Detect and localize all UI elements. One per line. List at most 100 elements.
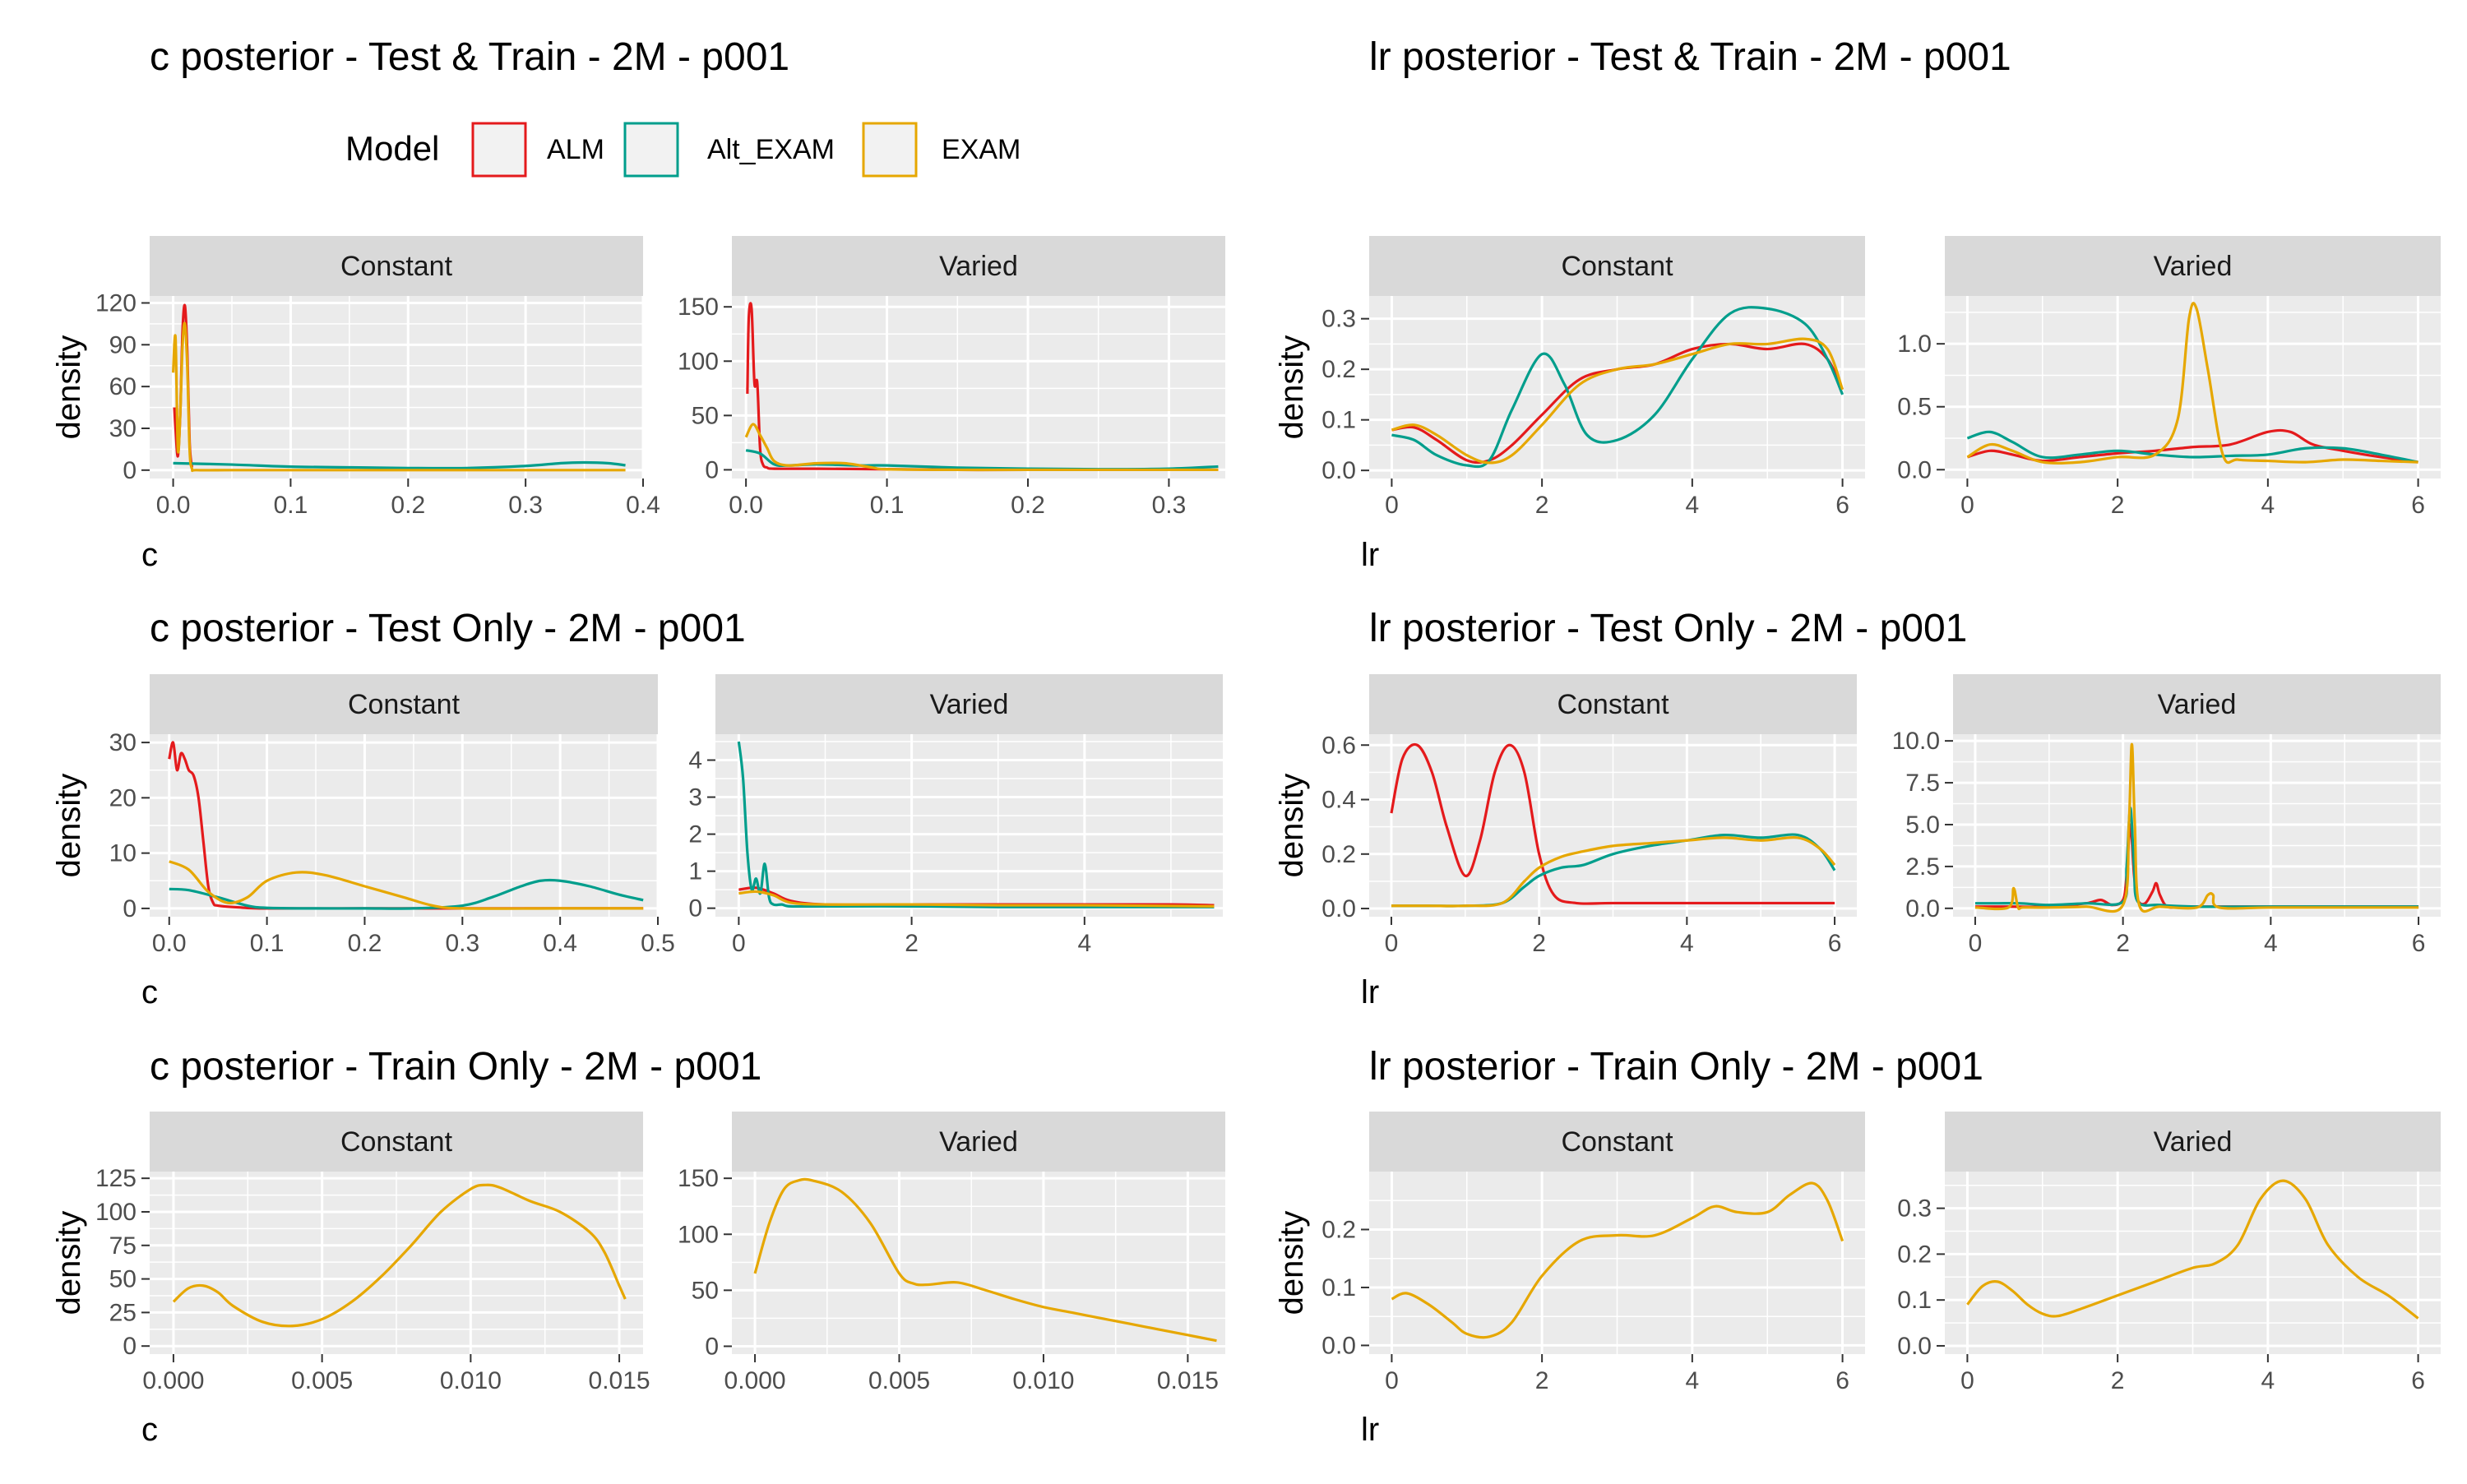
minor-grid [732, 1172, 1225, 1354]
x-tick-label: 0.000 [724, 1367, 786, 1394]
x-tick-label: 0.0 [729, 492, 763, 519]
x-tick-label: 2 [2116, 930, 2130, 957]
x-tick-label: 0 [1960, 1367, 1974, 1394]
chart-title: c posterior - Test Only - 2M - p001 [150, 607, 746, 650]
panel-varied: Varied 0 2 4 6 0.0 2.5 5.0 7.5 10.0 [1892, 674, 2441, 957]
y-tick-label: 0.2 [1897, 1241, 1932, 1268]
y-tick-label: 25 [109, 1299, 137, 1326]
series-line-alt-exam [173, 460, 626, 470]
chart-6: lr posterior - Train Only - 2M - p001 den… [1274, 1045, 2441, 1448]
chart-1: c posterior - Test & Train - 2M - p001 de… [51, 35, 1225, 573]
series-line-alm [1390, 743, 1835, 905]
y-tick-label: 0.0 [1905, 895, 1940, 922]
y-tick-label: 50 [692, 1277, 719, 1304]
series-line-exam [753, 1177, 1217, 1343]
y-tick-label: 0.1 [1321, 1274, 1356, 1301]
x-tick-label: 0.5 [641, 930, 675, 957]
y-tick-label: 10.0 [1892, 728, 1940, 755]
x-tick-label: 0 [1960, 492, 1974, 519]
y-tick-label: 150 [678, 1165, 719, 1192]
x-tick-label: 0 [1385, 1367, 1399, 1394]
x-tick-label: 4 [2261, 492, 2275, 519]
y-tick-label: 1 [688, 858, 702, 885]
x-tick-label: 0.2 [391, 492, 425, 519]
y-tick-label: 30 [109, 415, 137, 442]
y-tick-label: 100 [678, 1221, 719, 1248]
series-line-exam [744, 423, 1219, 472]
x-tick-label: 4 [1680, 930, 1694, 957]
y-tick-label: 0.0 [1321, 1332, 1356, 1359]
series-line-exam [172, 1183, 627, 1328]
minor-grid [150, 734, 658, 917]
series-line-exam [738, 890, 1215, 908]
y-tick-label: 0 [123, 1333, 137, 1360]
y-tick-label: 3 [688, 784, 702, 811]
panel-background [715, 734, 1223, 917]
series-line-alm [1391, 342, 1844, 465]
minor-grid [1945, 296, 2441, 478]
x-tick-label: 6 [1835, 492, 1849, 519]
y-axis-title: density [51, 1211, 87, 1315]
x-axis-title: c [141, 974, 158, 1010]
facet-strip [150, 1112, 643, 1172]
y-tick-label: 0.3 [1321, 306, 1356, 333]
x-axis-title: c [141, 537, 158, 573]
legend-key-exam [862, 122, 918, 178]
panel-constant: Constant 0 2 4 6 0.0 0.1 0.2 0.3 [1321, 236, 1865, 519]
facet-strip [1945, 236, 2441, 296]
series-line-exam [1966, 1179, 2419, 1320]
y-tick-label: 0.2 [1321, 356, 1356, 383]
y-tick-label: 0.1 [1321, 407, 1356, 434]
series-line-exam [169, 860, 644, 910]
facet-strip [150, 236, 643, 296]
y-tick-label: 0.2 [1321, 841, 1356, 868]
y-tick-label: 2 [688, 821, 702, 848]
y-tick-label: 20 [109, 784, 137, 811]
facet-strip [715, 674, 1223, 734]
x-tick-label: 0.4 [626, 492, 660, 519]
y-tick-label: 10 [109, 840, 137, 867]
facet-label: Constant [340, 251, 453, 282]
x-tick-label: 0.005 [291, 1367, 353, 1394]
x-tick-label: 0.4 [543, 930, 577, 957]
minor-grid [732, 296, 1225, 478]
x-tick-label: 0.1 [274, 492, 308, 519]
facet-label: Varied [939, 251, 1018, 282]
y-axis-title: density [1274, 774, 1310, 878]
series-line-exam [1391, 337, 1844, 465]
chart-title: c posterior - Test & Train - 2M - p001 [150, 35, 789, 79]
series-layer [1974, 742, 2419, 913]
series-layer [1966, 1179, 2419, 1320]
legend-title: Model [345, 129, 439, 168]
series-layer [744, 302, 1219, 472]
facet-label: Varied [939, 1126, 1018, 1158]
y-tick-label: 0.1 [1897, 1287, 1932, 1314]
y-tick-label: 150 [678, 294, 719, 321]
legend-key-alm [471, 122, 527, 178]
y-axis-title: density [51, 774, 87, 878]
y-tick-label: 75 [109, 1232, 137, 1260]
x-tick-label: 6 [2411, 1367, 2425, 1394]
panel-varied: Varied 0.000 0.005 0.010 0.015 0 50 100 150 [678, 1112, 1225, 1394]
panel-constant: Constant 0.000 0.005 0.010 0.015 0 25 50 75 100 12… [95, 1112, 650, 1394]
y-tick-label: 7.5 [1905, 770, 1940, 797]
y-axis-title: density [1274, 1211, 1310, 1315]
y-tick-label: 0.0 [1897, 456, 1932, 483]
x-tick-label: 4 [2264, 930, 2278, 957]
series-line-exam [171, 321, 626, 473]
series-layer [168, 741, 644, 910]
y-tick-label: 50 [692, 402, 719, 429]
x-tick-label: 2 [905, 930, 919, 957]
series-layer [172, 1183, 627, 1328]
y-tick-label: 120 [95, 289, 137, 317]
x-tick-label: 0.0 [152, 930, 187, 957]
chart-title: c posterior - Train Only - 2M - p001 [150, 1045, 761, 1089]
y-axis-title: density [1274, 335, 1310, 440]
x-tick-label: 0.0 [156, 492, 191, 519]
x-tick-label: 4 [1686, 1367, 1700, 1394]
x-tick-label: 4 [2261, 1367, 2275, 1394]
facet-label: Varied [2154, 1126, 2233, 1158]
x-axis-title: lr [1361, 974, 1379, 1010]
facet-label: Varied [2158, 689, 2237, 720]
